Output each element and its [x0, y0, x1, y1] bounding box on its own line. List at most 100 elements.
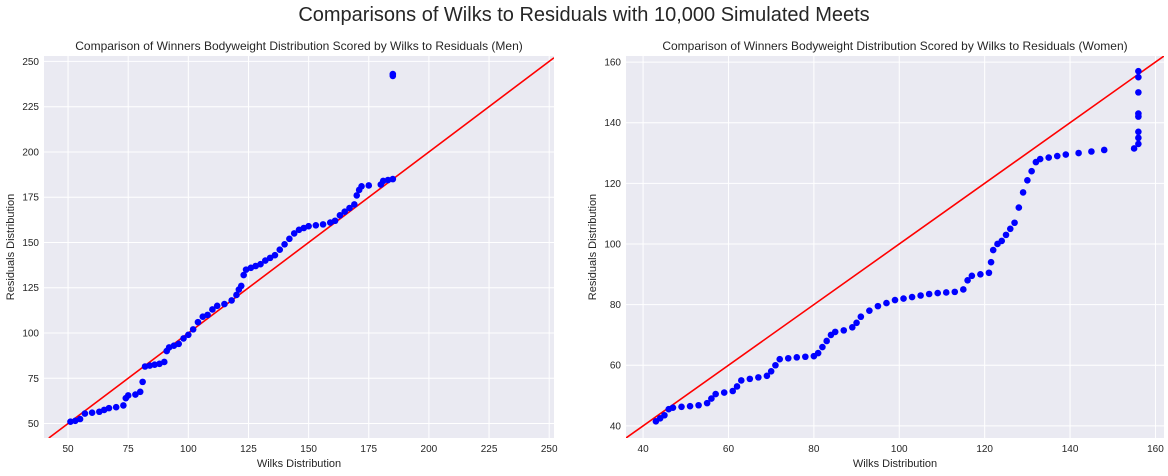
- women-data-point: [823, 337, 830, 345]
- women-data-point: [776, 355, 784, 363]
- men-data-point: [266, 254, 274, 262]
- women-data-point: [1130, 145, 1138, 152]
- women-data-point: [784, 354, 792, 362]
- women-data-point: [819, 343, 826, 351]
- men-data-point: [136, 388, 144, 396]
- women-data-point: [720, 389, 728, 396]
- women-y-tick-label: 80: [610, 300, 622, 311]
- men-data-point: [112, 403, 120, 411]
- women-data-point: [1135, 110, 1142, 117]
- women-data-point: [960, 286, 967, 293]
- men-data-point: [312, 221, 320, 229]
- men-data-point: [389, 175, 397, 183]
- women-y-tick-label: 120: [604, 179, 621, 190]
- women-data-point: [942, 289, 950, 296]
- women-data-point: [1135, 134, 1142, 142]
- men-data-point: [341, 208, 349, 215]
- women-data-point: [1062, 151, 1070, 158]
- men-data-point: [213, 302, 221, 310]
- women-data-point: [746, 375, 754, 383]
- women-y-tick-label: 100: [604, 239, 621, 250]
- women-data-point: [908, 293, 916, 301]
- men-data-point: [353, 192, 361, 199]
- women-data-point: [1036, 155, 1044, 163]
- men-data-point: [120, 402, 127, 409]
- men-plot: 50 75 100 125 150 175 200 225 250 50 75 100 125 150 17…: [5, 39, 558, 470]
- women-data-point: [1135, 128, 1142, 136]
- men-reference-line: [48, 57, 554, 438]
- men-data-point: [221, 300, 228, 308]
- men-data-point: [105, 404, 113, 412]
- men-y-tick-label: 250: [22, 57, 39, 68]
- men-x-tick-label: 250: [541, 444, 558, 455]
- women-data-point: [1024, 177, 1031, 184]
- women-data-point: [968, 272, 976, 280]
- men-data-point: [209, 306, 216, 313]
- women-x-axis-label: Wilks Distribution: [853, 458, 937, 470]
- men-x-tick-label: 175: [360, 444, 377, 455]
- men-data-point: [331, 217, 339, 225]
- men-data-point: [305, 222, 312, 230]
- women-data-point: [1135, 67, 1142, 75]
- men-data-point: [185, 331, 192, 339]
- women-x-tick-label: 160: [1147, 444, 1164, 455]
- women-y-tick-label: 140: [604, 118, 621, 129]
- women-x-tick-label: 140: [1062, 444, 1079, 455]
- men-y-tick-label: 200: [22, 147, 39, 158]
- women-data-point: [755, 374, 762, 381]
- women-data-point: [989, 246, 997, 254]
- women-x-tick-label: 120: [976, 444, 993, 455]
- men-x-tick-label: 100: [180, 444, 197, 455]
- women-data-point: [925, 290, 933, 298]
- men-data-point: [81, 410, 89, 417]
- women-x-tick-label: 100: [891, 444, 908, 455]
- men-data-point: [189, 326, 197, 333]
- women-data-point: [712, 390, 719, 398]
- men-data-point: [124, 392, 132, 399]
- women-x-tick-label: 80: [808, 444, 820, 455]
- men-data-point: [389, 70, 397, 78]
- men-x-tick-label: 125: [240, 444, 257, 455]
- women-data-point: [695, 401, 702, 409]
- women-data-point: [729, 387, 737, 395]
- women-data-point: [998, 237, 1006, 245]
- women-y-tick-label: 40: [610, 421, 622, 432]
- men-y-tick-label: 125: [22, 283, 39, 294]
- men-data-point: [139, 378, 146, 386]
- women-data-point: [1015, 204, 1023, 211]
- men-x-tick-label: 75: [123, 444, 135, 455]
- men-data-point: [240, 271, 247, 279]
- women-data-point: [678, 403, 685, 411]
- women-data-point: [772, 361, 779, 369]
- men-data-point: [290, 230, 298, 237]
- men-data-point: [365, 182, 373, 189]
- men-data-point: [281, 240, 288, 248]
- men-data-point: [132, 391, 139, 398]
- women-plot: 40 60 80 100 120 140 160 40 60 80 100 120 140 160 Comp…: [587, 39, 1164, 470]
- men-y-tick-label: 50: [28, 419, 40, 430]
- women-data-point: [831, 328, 839, 336]
- men-data-point: [336, 212, 344, 219]
- women-reference-line: [626, 56, 1164, 438]
- men-y-tick-label: 75: [28, 374, 40, 385]
- men-y-tick-label: 175: [22, 193, 39, 204]
- women-data-point: [1135, 73, 1142, 81]
- women-y-tick-label: 60: [610, 361, 622, 372]
- women-data-point: [802, 353, 809, 361]
- women-data-point: [874, 302, 882, 310]
- men-plot-title: Comparison of Winners Bodyweight Distrib…: [75, 39, 523, 53]
- men-data-point: [276, 246, 284, 254]
- men-data-point: [76, 415, 84, 423]
- men-x-tick-label: 50: [62, 444, 74, 455]
- women-x-tick-label: 60: [723, 444, 735, 455]
- men-plot-background: [44, 56, 554, 438]
- men-x-axis-label: Wilks Distribution: [257, 458, 341, 470]
- women-data-point: [793, 354, 801, 361]
- men-y-tick-label: 100: [22, 328, 39, 339]
- women-data-point: [1075, 149, 1082, 157]
- women-data-point: [1053, 152, 1061, 160]
- women-data-point: [1028, 167, 1035, 175]
- women-data-point: [703, 399, 711, 407]
- men-y-tick-label: 150: [22, 238, 39, 249]
